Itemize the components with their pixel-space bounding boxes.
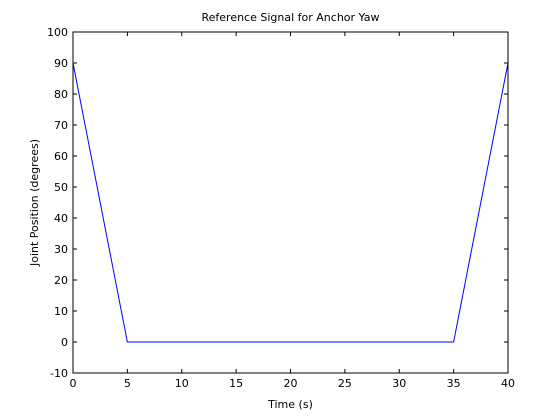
y-tick-label: 20: [54, 274, 68, 287]
y-axis-label: Joint Position (degrees): [28, 139, 41, 267]
y-tick-label: 70: [54, 119, 68, 132]
series-layer: [72, 62, 509, 343]
y-tick-label: 40: [54, 212, 68, 225]
chart-title: Reference Signal for Anchor Yaw: [201, 11, 379, 24]
x-tick-label: 10: [175, 377, 189, 390]
y-tick-label: 30: [54, 243, 68, 256]
x-axis-label: Time (s): [267, 398, 313, 411]
y-tick-label: 0: [61, 336, 68, 349]
series-line: [72, 62, 509, 343]
x-tick-label: 20: [284, 377, 298, 390]
y-axis-ticks: -10 0 10 20 30 40 50 60 70 80 90 100: [47, 26, 508, 380]
y-tick-label: 50: [54, 181, 68, 194]
x-tick-label: 35: [447, 377, 461, 390]
y-tick-label: 80: [54, 88, 68, 101]
x-tick-label: 15: [229, 377, 243, 390]
x-tick-label: 0: [70, 377, 77, 390]
y-tick-label: 100: [47, 26, 68, 39]
y-tick-label: 60: [54, 150, 68, 163]
y-tick-label: 90: [54, 57, 68, 70]
x-tick-label: 5: [124, 377, 131, 390]
y-tick-label: -10: [50, 367, 68, 380]
plot-area-background: [73, 32, 508, 373]
x-tick-label: 40: [501, 377, 515, 390]
x-tick-label: 25: [338, 377, 352, 390]
y-tick-label: 10: [54, 305, 68, 318]
x-tick-label: 30: [392, 377, 406, 390]
x-axis-ticks: 0 5 10 15 20 25 30 35 40: [70, 32, 515, 390]
